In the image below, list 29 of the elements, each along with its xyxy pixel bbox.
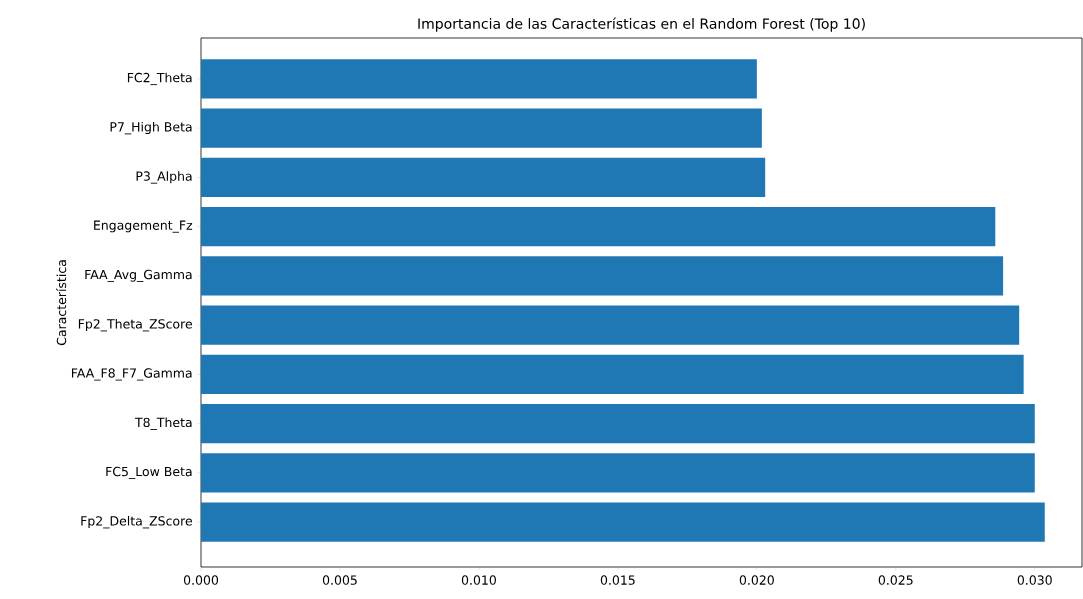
bar	[201, 354, 1024, 395]
y-tick-label: Engagement_Fz	[94, 220, 193, 233]
bar	[201, 502, 1045, 542]
bar	[201, 403, 1035, 444]
x-tick-label: 0.010	[461, 575, 496, 585]
y-tick-label: P7_High Beta	[110, 121, 192, 135]
y-tick-label: FC2_Theta	[127, 72, 192, 86]
y-tick-label: FC5_Low Beta	[106, 466, 192, 480]
x-tick-label: 0.005	[322, 575, 357, 585]
bar	[201, 206, 996, 247]
bar	[201, 59, 757, 99]
x-tick-label: 0.030	[1017, 575, 1052, 585]
x-tick-label: 0.000	[183, 575, 219, 585]
y-tick-label: T8_Theta	[134, 417, 192, 430]
y-tick-label: Fp2_Theta_ZScore	[78, 318, 192, 332]
bar	[201, 256, 1004, 296]
bar	[201, 305, 1020, 345]
bar	[201, 108, 762, 148]
chart-title: Importancia de las Características en el Random Forest (Top 10)	[418, 17, 865, 32]
bar	[201, 157, 766, 198]
x-tick-label: 0.020	[739, 575, 774, 585]
bar	[201, 453, 1035, 493]
y-tick-label: FAA_Avg_Gamma	[85, 269, 192, 283]
y-tick-label: FAA_F8_F7_Gamma	[71, 368, 192, 381]
y-axis-title: Característica	[56, 260, 67, 346]
x-tick-label: 0.025	[878, 575, 913, 585]
y-tick-label: Fp2_Delta_ZScore	[81, 515, 192, 529]
x-tick-label: 0.015	[600, 575, 635, 585]
y-tick-label: P3_Alpha	[136, 171, 192, 184]
